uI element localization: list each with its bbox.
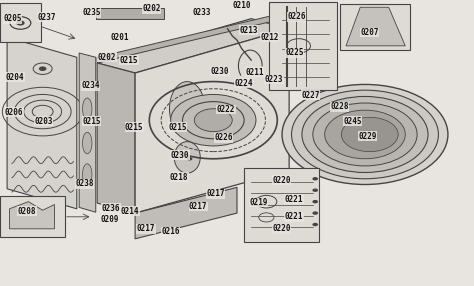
Circle shape — [312, 188, 318, 192]
Polygon shape — [97, 11, 289, 63]
Text: 0225: 0225 — [285, 49, 304, 57]
Text: 0215: 0215 — [82, 117, 101, 126]
Text: 0221: 0221 — [284, 195, 303, 204]
Ellipse shape — [82, 98, 92, 120]
FancyBboxPatch shape — [96, 8, 164, 19]
Text: 0237: 0237 — [37, 13, 56, 22]
Text: 0223: 0223 — [264, 75, 283, 84]
Text: 0220: 0220 — [272, 224, 291, 233]
Text: 0207: 0207 — [360, 28, 379, 37]
Polygon shape — [135, 187, 237, 239]
Circle shape — [187, 157, 192, 160]
Text: 0230: 0230 — [210, 67, 229, 76]
Ellipse shape — [82, 132, 92, 154]
Text: 0220: 0220 — [272, 176, 291, 185]
Text: 0219: 0219 — [249, 198, 268, 207]
Polygon shape — [79, 53, 96, 212]
Text: 0213: 0213 — [239, 26, 258, 35]
Polygon shape — [135, 29, 289, 213]
Polygon shape — [9, 202, 55, 229]
Text: 0201: 0201 — [110, 33, 129, 42]
Text: 0210: 0210 — [232, 1, 251, 10]
FancyBboxPatch shape — [269, 2, 337, 90]
Text: 0204: 0204 — [6, 73, 25, 82]
Ellipse shape — [174, 142, 200, 173]
Circle shape — [325, 110, 405, 159]
Text: 0215: 0215 — [125, 122, 144, 132]
FancyBboxPatch shape — [340, 3, 410, 49]
Circle shape — [292, 90, 438, 179]
Circle shape — [302, 96, 428, 172]
Text: 0230: 0230 — [171, 150, 190, 160]
Text: 0202: 0202 — [98, 53, 117, 62]
Text: 0238: 0238 — [75, 179, 94, 188]
Circle shape — [194, 109, 232, 132]
FancyBboxPatch shape — [0, 3, 41, 41]
Text: 0217: 0217 — [206, 189, 225, 198]
Circle shape — [282, 84, 448, 184]
Circle shape — [16, 20, 25, 25]
Text: 0228: 0228 — [330, 102, 349, 111]
Text: 0224: 0224 — [234, 79, 253, 88]
Text: 0233: 0233 — [192, 9, 211, 17]
Text: 0218: 0218 — [170, 173, 189, 182]
Text: 0205: 0205 — [3, 14, 22, 23]
Text: 0221: 0221 — [284, 212, 303, 221]
Text: 0226: 0226 — [287, 12, 306, 21]
Circle shape — [171, 94, 256, 146]
Text: 0222: 0222 — [217, 105, 236, 114]
Text: 0206: 0206 — [5, 108, 24, 117]
Circle shape — [312, 223, 318, 226]
Polygon shape — [7, 37, 77, 209]
Text: 0212: 0212 — [260, 33, 279, 42]
Text: 0227: 0227 — [301, 90, 320, 100]
Text: 0208: 0208 — [18, 206, 36, 216]
Polygon shape — [346, 7, 405, 46]
Text: 0229: 0229 — [358, 132, 377, 141]
Circle shape — [312, 200, 318, 203]
Text: 0209: 0209 — [100, 215, 119, 224]
Circle shape — [39, 66, 46, 71]
Polygon shape — [97, 19, 289, 73]
Text: 0216: 0216 — [161, 227, 180, 236]
Circle shape — [312, 177, 318, 180]
Circle shape — [312, 211, 318, 215]
FancyBboxPatch shape — [244, 168, 319, 242]
Circle shape — [341, 117, 398, 152]
Circle shape — [186, 128, 193, 132]
Text: 0235: 0235 — [82, 9, 101, 17]
Text: 0215: 0215 — [168, 123, 187, 132]
FancyBboxPatch shape — [0, 196, 65, 237]
Text: 0214: 0214 — [120, 207, 139, 216]
Polygon shape — [97, 63, 135, 213]
Circle shape — [313, 103, 417, 166]
Text: 0203: 0203 — [34, 116, 53, 126]
Text: 0245: 0245 — [343, 117, 362, 126]
Ellipse shape — [82, 164, 92, 185]
Ellipse shape — [170, 82, 205, 136]
Text: 0226: 0226 — [214, 133, 233, 142]
Text: 0202: 0202 — [142, 4, 161, 13]
Text: 0217: 0217 — [137, 224, 155, 233]
Text: 0236: 0236 — [101, 204, 120, 213]
Text: 0217: 0217 — [189, 202, 208, 211]
Text: 0211: 0211 — [245, 68, 264, 77]
Text: 0234: 0234 — [81, 81, 100, 90]
Text: 0215: 0215 — [119, 56, 138, 65]
